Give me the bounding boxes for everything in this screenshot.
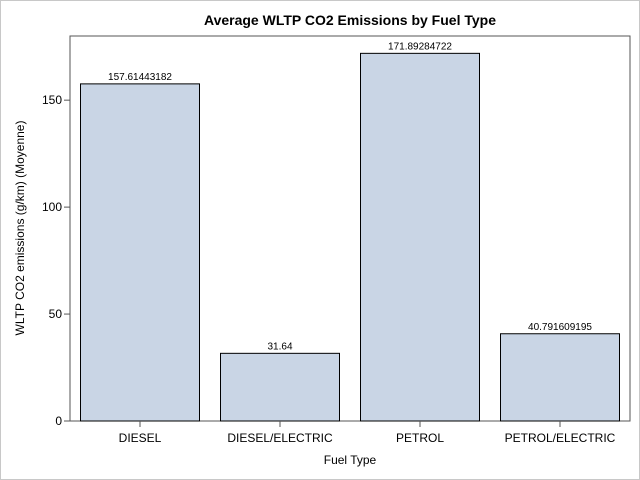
x-axis-label: Fuel Type xyxy=(324,453,377,467)
y-tick-label: 150 xyxy=(42,93,62,107)
bars-layer: 157.61443182 31.64 171.89284722 40.79160919… xyxy=(80,41,620,422)
x-axis: DIESEL DIESEL/ELECTRIC PETROL PETROL/ELECTR… xyxy=(119,421,616,445)
chart-title: Average WLTP CO2 Emissions by Fuel Type xyxy=(204,12,496,28)
y-tick-label: 100 xyxy=(42,200,62,214)
data-label: 157.61443182 xyxy=(108,72,172,83)
y-axis: 0 50 100 150 xyxy=(42,93,70,428)
bar xyxy=(360,52,480,422)
data-label: 40.791609195 xyxy=(528,322,592,333)
x-tick-label: PETROL xyxy=(396,431,444,445)
x-tick-label: PETROL/ELECTRIC xyxy=(505,431,616,445)
bar xyxy=(80,83,200,422)
x-tick-label: DIESEL xyxy=(119,431,162,445)
y-tick-label: 50 xyxy=(49,307,63,321)
data-label: 31.64 xyxy=(267,341,292,352)
plot-area xyxy=(69,35,631,422)
y-axis-label: WLTP CO2 emissions (g/km) (Moyenne) xyxy=(13,121,27,336)
y-tick-label: 0 xyxy=(55,414,62,428)
x-tick-label: DIESEL/ELECTRIC xyxy=(227,431,333,445)
bar xyxy=(500,333,620,422)
bar xyxy=(220,352,340,422)
data-label: 171.89284722 xyxy=(388,41,452,52)
